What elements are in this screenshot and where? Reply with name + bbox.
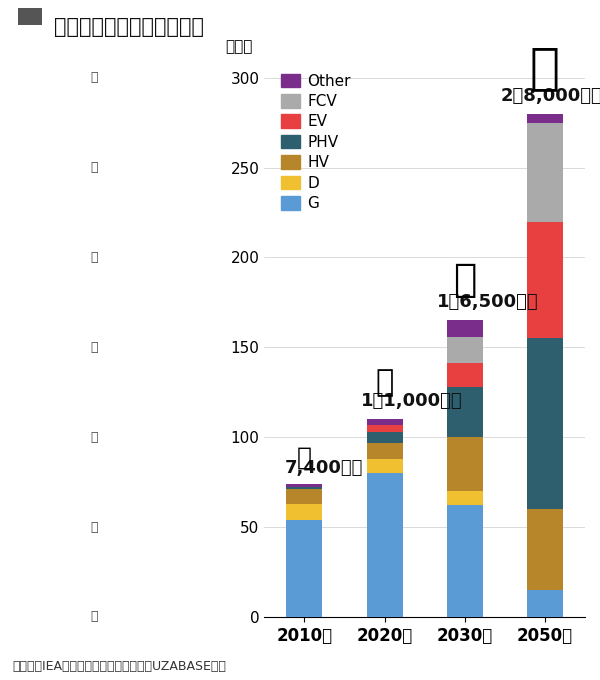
Bar <box>286 490 322 504</box>
Bar <box>446 491 483 505</box>
Bar <box>367 459 403 473</box>
Bar <box>527 114 563 122</box>
Text: －: － <box>90 251 98 264</box>
Bar <box>286 484 322 488</box>
Bar <box>286 520 322 617</box>
Text: 🚗: 🚗 <box>453 261 476 299</box>
Text: （出所）IEA、調査会社の資料をもとにUZABASE作成: （出所）IEA、調査会社の資料をもとにUZABASE作成 <box>12 660 226 673</box>
Bar <box>446 437 483 491</box>
Bar <box>527 339 563 509</box>
Text: －: － <box>90 341 98 354</box>
Bar <box>527 590 563 617</box>
Bar <box>527 509 563 590</box>
Text: 2億8,000万台: 2億8,000万台 <box>501 87 600 105</box>
Bar <box>286 504 322 520</box>
Text: －: － <box>90 161 98 174</box>
Text: －: － <box>90 611 98 624</box>
Text: 1億6,500万台: 1億6,500万台 <box>437 293 538 311</box>
Bar <box>446 337 483 364</box>
Text: 🚗: 🚗 <box>530 44 560 92</box>
Bar <box>527 122 563 222</box>
Bar <box>286 488 322 490</box>
Bar <box>367 424 403 432</box>
Legend: Other, FCV, EV, PHV, HV, D, G: Other, FCV, EV, PHV, HV, D, G <box>275 67 357 217</box>
Bar <box>446 320 483 337</box>
Text: －: － <box>90 71 98 84</box>
Bar <box>446 364 483 387</box>
Y-axis label: 百万台: 百万台 <box>225 39 253 54</box>
Bar <box>367 473 403 617</box>
Bar <box>367 419 403 424</box>
Text: 1億1,000万台: 1億1,000万台 <box>361 392 462 410</box>
Bar <box>527 222 563 339</box>
Text: 🚗: 🚗 <box>376 369 394 398</box>
Bar <box>446 387 483 437</box>
Bar <box>367 432 403 443</box>
Text: －: － <box>90 520 98 534</box>
Text: 世界の自動車販売台数予測: 世界の自動車販売台数予測 <box>54 17 204 37</box>
Bar <box>367 443 403 459</box>
Text: 🚗: 🚗 <box>297 445 312 469</box>
Text: －: － <box>90 430 98 443</box>
Bar <box>446 505 483 617</box>
Text: 7,400万台: 7,400万台 <box>284 459 363 477</box>
